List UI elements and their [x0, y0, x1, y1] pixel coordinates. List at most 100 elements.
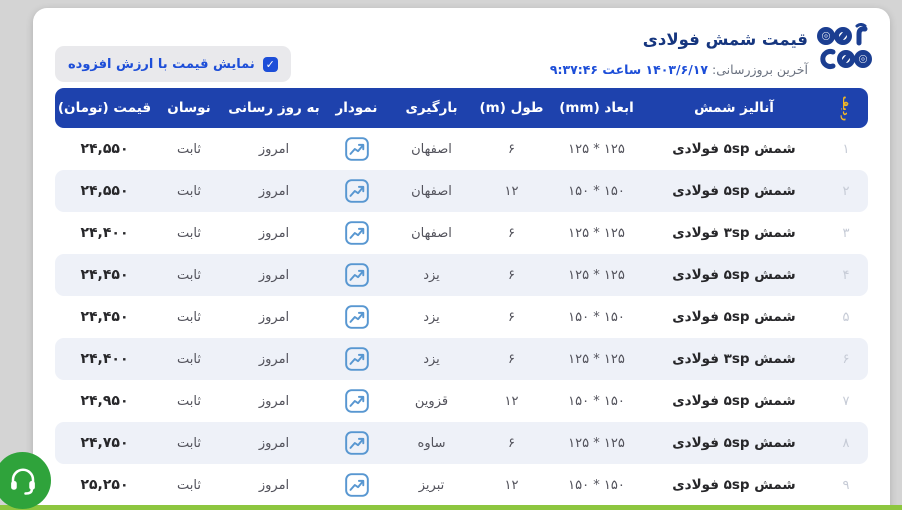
cell-loading: اصفهان — [411, 225, 452, 241]
cell-loading: اصفهان — [411, 141, 452, 157]
cell-length: ۶ — [508, 141, 515, 157]
trend-chart-icon — [344, 221, 369, 245]
chart-button[interactable] — [343, 262, 370, 289]
cell-update: امروز — [258, 477, 290, 493]
ahan-logo-icon — [817, 23, 872, 69]
cell-chart — [324, 388, 389, 415]
column-header-price: قیمت (تومان) — [57, 100, 152, 116]
cell-price: ۲۴,۵۵۰ — [80, 183, 129, 199]
chart-button[interactable] — [343, 346, 370, 373]
cell-analysis: شمش ۵sp فولادی — [672, 141, 796, 157]
cell-fluctuation: ثابت — [177, 435, 201, 451]
page-title: قیمت شمش فولادی — [642, 30, 808, 49]
cell-chart — [324, 220, 389, 247]
cell-loading: قزوین — [414, 393, 449, 409]
cell-update: امروز — [258, 183, 290, 199]
cell-analysis: شمش ۵sp فولادی — [672, 309, 796, 325]
cell-loading: ساوه — [417, 435, 446, 451]
cell-price: ۲۵,۲۵۰ — [80, 477, 129, 493]
cell-row-index: ۲ — [842, 183, 850, 199]
cell-fluctuation: ثابت — [177, 183, 201, 199]
cell-analysis: شمش ۵sp فولادی — [672, 435, 796, 451]
headset-icon — [10, 468, 35, 495]
trend-chart-icon — [344, 431, 369, 455]
cell-update: امروز — [258, 141, 290, 157]
cell-chart — [324, 262, 389, 289]
chart-button[interactable] — [343, 388, 370, 415]
cell-chart — [324, 346, 389, 373]
cell-row-index: ۹ — [842, 477, 850, 493]
trend-chart-icon — [344, 263, 369, 287]
cell-length: ۶ — [508, 351, 515, 367]
cell-row-index: ۵ — [842, 309, 850, 325]
last-update-value: ۱۴۰۳/۶/۱۷ ساعت ۹:۳۷:۴۶ — [549, 62, 709, 77]
cell-fluctuation: ثابت — [177, 267, 201, 283]
cell-dimensions: ۱۲۵ * ۱۲۵ — [568, 435, 625, 451]
table-body: ۱ شمش ۵sp فولادی ۱۲۵ * ۱۲۵ ۶ اصفهان امرو… — [55, 128, 868, 506]
trend-chart-icon — [344, 137, 369, 161]
cell-price: ۲۴,۹۵۰ — [80, 393, 129, 409]
cell-row-index: ۳ — [842, 225, 850, 241]
cell-loading: تبریز — [418, 477, 445, 493]
radif-rotated-label: ردیف — [840, 95, 852, 121]
cell-row-index: ۶ — [842, 351, 850, 367]
chart-button[interactable] — [343, 220, 370, 247]
cell-fluctuation: ثابت — [177, 309, 201, 325]
ahan-logo[interactable] — [816, 23, 880, 75]
cell-dimensions: ۱۲۵ * ۱۲۵ — [568, 351, 625, 367]
cell-loading: یزد — [423, 267, 440, 283]
cell-row-index: ۴ — [842, 267, 850, 283]
vat-toggle[interactable]: ✓ نمایش قیمت با ارزش افزوده — [55, 46, 291, 82]
cell-fluctuation: ثابت — [177, 141, 201, 157]
table-row: ۷ شمش ۵sp فولادی ۱۵۰ * ۱۵۰ ۱۲ قزوین امرو… — [55, 380, 868, 422]
cell-price: ۲۴,۴۰۰ — [80, 225, 129, 241]
vat-toggle-label: نمایش قیمت با ارزش افزوده — [68, 56, 255, 72]
trend-chart-icon — [344, 473, 369, 497]
cell-fluctuation: ثابت — [177, 477, 201, 493]
support-button[interactable] — [0, 452, 51, 509]
cell-update: امروز — [258, 267, 290, 283]
cell-length: ۱۲ — [504, 477, 519, 493]
cell-loading: اصفهان — [411, 183, 452, 199]
table-row: ۲ شمش ۵sp فولادی ۱۵۰ * ۱۵۰ ۱۲ اصفهان امر… — [55, 170, 868, 212]
cell-dimensions: ۱۵۰ * ۱۵۰ — [568, 393, 625, 409]
table-row: ۶ شمش ۳sp فولادی ۱۲۵ * ۱۲۵ ۶ یزد امروز ث… — [55, 338, 868, 380]
chart-button[interactable] — [343, 178, 370, 205]
cell-update: امروز — [258, 393, 290, 409]
cell-chart — [324, 304, 389, 331]
cell-length: ۶ — [508, 225, 515, 241]
cell-row-index: ۱ — [842, 141, 850, 157]
table-row: ۴ شمش ۵sp فولادی ۱۲۵ * ۱۲۵ ۶ یزد امروز ث… — [55, 254, 868, 296]
cell-dimensions: ۱۲۵ * ۱۲۵ — [568, 267, 625, 283]
cell-price: ۲۴,۴۵۰ — [80, 309, 129, 325]
column-header-length: طول (m) — [479, 100, 544, 116]
cell-analysis: شمش ۵sp فولادی — [672, 393, 796, 409]
cell-price: ۲۴,۵۵۰ — [80, 141, 129, 157]
cell-analysis: شمش ۵sp فولادی — [672, 183, 796, 199]
vat-checkbox-icon[interactable]: ✓ — [262, 56, 278, 72]
chart-button[interactable] — [343, 472, 370, 499]
cell-update: امروز — [258, 225, 290, 241]
table-header-row: ردیف آنالیز شمش ابعاد (mm) طول (m) بارگی… — [55, 88, 868, 128]
cell-analysis: شمش ۵sp فولادی — [672, 267, 796, 283]
cell-loading: یزد — [423, 309, 440, 325]
cell-update: امروز — [258, 309, 290, 325]
cell-chart — [324, 430, 389, 457]
column-header-fluctuation: نوسان — [167, 100, 211, 116]
table-row: ۱ شمش ۵sp فولادی ۱۲۵ * ۱۲۵ ۶ اصفهان امرو… — [55, 128, 868, 170]
chart-button[interactable] — [343, 430, 370, 457]
chart-button[interactable] — [343, 136, 370, 163]
trend-chart-icon — [344, 179, 369, 203]
cell-price: ۲۴,۴۰۰ — [80, 351, 129, 367]
cell-analysis: شمش ۵sp فولادی — [672, 477, 796, 493]
table-row: ۵ شمش ۵sp فولادی ۱۵۰ * ۱۵۰ ۶ یزد امروز ث… — [55, 296, 868, 338]
cell-price: ۲۴,۷۵۰ — [80, 435, 129, 451]
chart-button[interactable] — [343, 304, 370, 331]
cell-row-index: ۷ — [842, 393, 850, 409]
price-table: ردیف آنالیز شمش ابعاد (mm) طول (m) بارگی… — [55, 88, 868, 506]
cell-dimensions: ۱۲۵ * ۱۲۵ — [568, 225, 625, 241]
cell-chart — [324, 178, 389, 205]
last-update-line: آخرین بروزرسانی: ۱۴۰۳/۶/۱۷ ساعت ۹:۳۷:۴۶ — [550, 62, 808, 77]
cell-length: ۶ — [508, 309, 515, 325]
